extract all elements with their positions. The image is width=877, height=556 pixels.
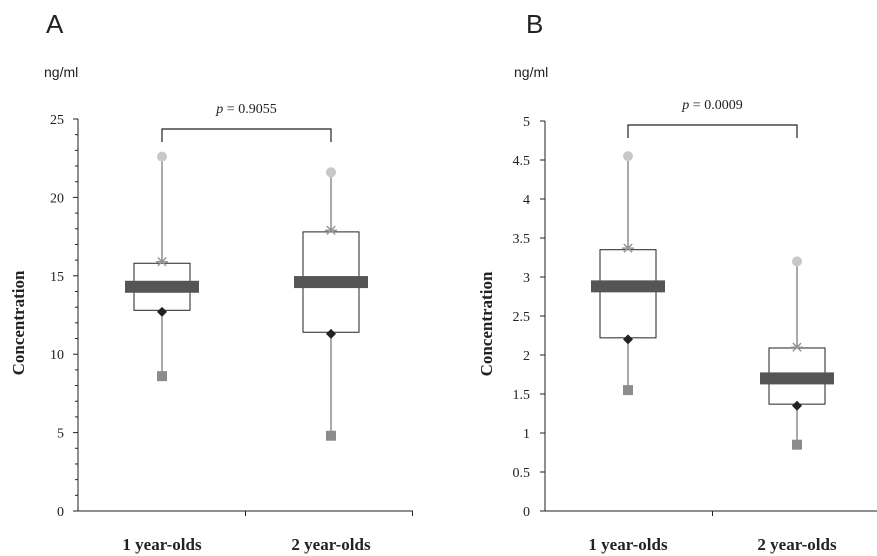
y-tick-label: 4 — [523, 193, 530, 208]
y-tick-label: 0 — [523, 505, 530, 520]
upper-marker — [325, 225, 337, 236]
max-marker — [623, 151, 633, 162]
min-marker — [623, 385, 633, 396]
upper-marker-stroke — [326, 225, 336, 236]
lower-marker — [326, 328, 336, 339]
y-tick-label: 3 — [523, 271, 530, 286]
y-tick-label: 25 — [50, 113, 64, 128]
upper-marker-stroke — [792, 342, 802, 352]
min-marker — [326, 430, 336, 441]
max-marker — [157, 151, 167, 162]
y-tick-label: 2 — [523, 349, 530, 364]
y-tick-label: 5 — [523, 115, 530, 130]
y-tick-label: 0 — [57, 505, 64, 520]
upper-marker — [156, 256, 168, 267]
y-axis-label: Concentration — [9, 270, 28, 375]
upper-marker-stroke — [157, 256, 167, 267]
category-label: 1 year-olds — [588, 535, 668, 554]
median-bar — [591, 280, 665, 293]
unit-label: ng/ml — [514, 64, 548, 80]
min-marker — [157, 371, 167, 382]
lower-marker — [157, 306, 167, 317]
significance-bracket — [627, 124, 798, 138]
y-tick-label: 10 — [50, 348, 64, 363]
box — [599, 249, 657, 339]
p-value-label: p = 0.0009 — [681, 98, 742, 113]
median-bar — [125, 280, 199, 293]
y-tick-label: 1.5 — [513, 388, 531, 403]
upper-marker — [791, 342, 803, 352]
panel-a: Ang/ml 0 5 10 15 20 25 Concentration 1 year-olds… — [9, 9, 413, 554]
category-label: 2 year-olds — [291, 535, 371, 554]
y-tick-label: 3.5 — [513, 232, 531, 247]
unit-label: ng/ml — [44, 64, 78, 80]
y-tick-label: 4.5 — [513, 154, 531, 169]
y-tick-label: 5 — [57, 427, 64, 442]
lower-marker — [623, 334, 633, 345]
y-tick-label: 1 — [523, 427, 530, 442]
lower-marker — [792, 400, 802, 411]
significance-bracket — [161, 128, 332, 142]
category-label: 2 year-olds — [757, 535, 837, 554]
p-value-label: p = 0.9055 — [215, 102, 276, 117]
max-marker — [792, 256, 802, 267]
y-tick-label: 15 — [50, 270, 64, 285]
y-tick-label: 2.5 — [513, 310, 531, 325]
upper-marker-stroke — [623, 243, 633, 253]
panel-letter: B — [526, 9, 543, 39]
median-bar — [760, 372, 834, 385]
min-marker — [792, 439, 802, 450]
y-axis-label: Concentration — [477, 271, 496, 376]
y-tick-label: 0.5 — [513, 466, 531, 481]
median-bar — [294, 276, 368, 289]
max-marker — [326, 167, 336, 178]
panel-letter: A — [46, 9, 64, 39]
y-tick-label: 20 — [50, 191, 64, 206]
panel-b: Bng/ml 0 0.5 1 1.5 2 2.5 3 3.5 4 4.5 5 Concentration… — [477, 9, 877, 554]
category-label: 1 year-olds — [122, 535, 202, 554]
upper-marker — [622, 243, 634, 253]
